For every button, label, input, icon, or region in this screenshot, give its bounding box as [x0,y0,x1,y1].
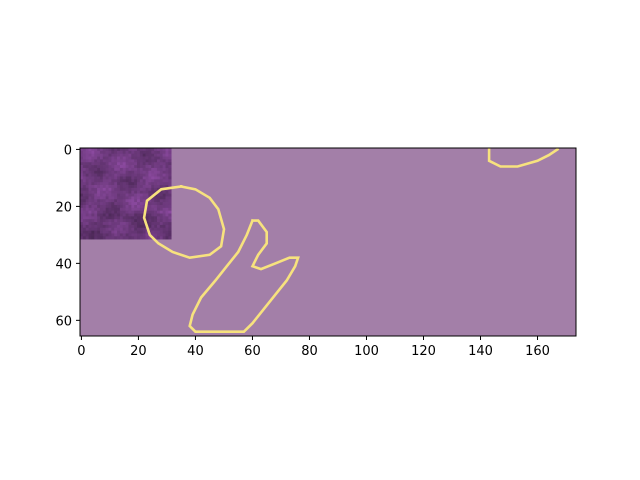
y-tick-label: 60 [55,314,72,329]
y-tick-label: 40 [55,257,72,272]
y-tick-label: 20 [55,200,72,215]
y-tick-label: 0 [64,143,72,158]
x-tick-label: 140 [468,344,493,359]
x-tick-label: 40 [187,344,204,359]
x-tick-label: 100 [354,344,379,359]
x-tick-label: 60 [244,344,261,359]
image-layer [80,148,576,336]
x-tick-label: 80 [301,344,318,359]
y-axis: 0 20 40 60 [55,143,80,329]
x-tick-label: 160 [525,344,550,359]
x-tick-label: 120 [411,344,436,359]
x-axis: 0 20 40 60 80 100 120 140 160 [77,336,550,359]
x-tick-label: 0 [77,344,85,359]
texture-patch [80,148,172,239]
x-tick-label: 20 [130,344,147,359]
